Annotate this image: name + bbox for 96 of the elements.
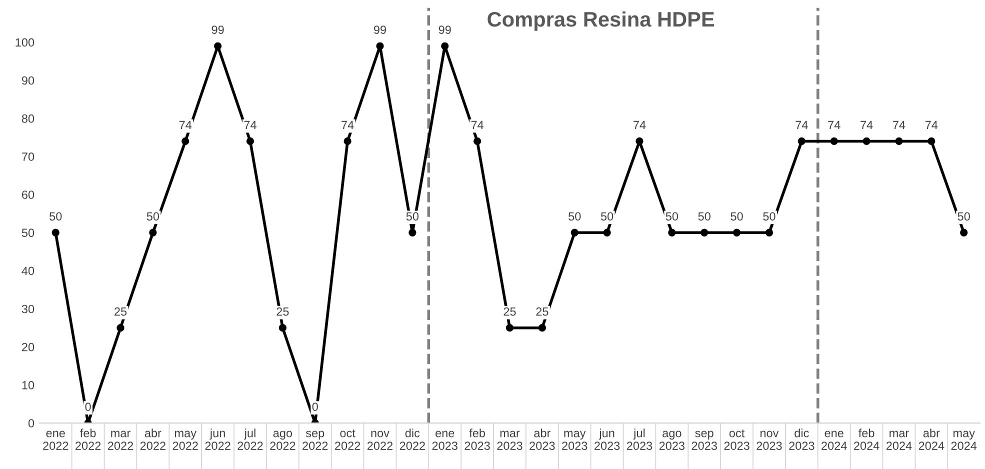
x-tick-label: ago 2022 xyxy=(270,430,296,450)
x-tick-label: jun 2023 xyxy=(594,428,620,450)
x-tick-label: jul 2023 xyxy=(626,428,652,450)
data-label: 50 xyxy=(763,212,776,221)
data-label: 74 xyxy=(342,120,354,130)
point xyxy=(344,137,352,146)
y-tick-label: 40 xyxy=(22,266,34,276)
data-label: 50 xyxy=(698,212,710,221)
y-tick-label: 70 xyxy=(22,152,34,161)
data-label: 74 xyxy=(893,120,906,130)
point xyxy=(473,137,482,146)
x-tick-label: oct 2023 xyxy=(724,430,750,450)
point xyxy=(765,228,774,236)
x-tick-label: nov 2022 xyxy=(367,430,393,450)
x-tick-label: dic 2022 xyxy=(400,428,425,450)
x-tick-label: may 2022 xyxy=(172,430,198,450)
data-label: 25 xyxy=(276,307,289,316)
data-label: 50 xyxy=(406,212,419,221)
point xyxy=(732,228,741,236)
data-label: 99 xyxy=(212,26,224,34)
x-tick-label: feb 2023 xyxy=(464,428,490,450)
point xyxy=(278,324,286,332)
data-label: 50 xyxy=(958,212,970,221)
x-tick-label: feb 2024 xyxy=(854,428,880,450)
x-tick-label: mar 2024 xyxy=(886,430,912,450)
point xyxy=(149,228,157,236)
data-label: 74 xyxy=(471,120,484,130)
point xyxy=(214,42,222,50)
data-label: 0 xyxy=(85,402,91,411)
y-tick-label: 0 xyxy=(28,419,34,428)
x-tick-label: abr 2023 xyxy=(530,428,555,450)
y-tick-label: 10 xyxy=(22,380,34,390)
point xyxy=(246,137,254,146)
data-label: 99 xyxy=(374,26,386,34)
data-label: 50 xyxy=(730,212,743,221)
y-tick-label: 90 xyxy=(22,76,34,85)
point xyxy=(408,228,416,236)
point xyxy=(376,42,384,50)
data-label: 25 xyxy=(504,307,516,316)
point xyxy=(928,137,936,146)
y-tick-label: 60 xyxy=(22,190,34,199)
data-label: 74 xyxy=(634,120,646,130)
point xyxy=(116,324,124,332)
x-tick-label: may 2023 xyxy=(562,430,588,450)
x-tick-label: ene 2022 xyxy=(43,430,68,450)
point xyxy=(862,137,870,146)
y-tick-label: 80 xyxy=(22,114,34,123)
x-tick-label: jun 2022 xyxy=(205,428,230,450)
data-label: 0 xyxy=(312,402,318,411)
chart-title: Compras Resina HDPE xyxy=(488,11,714,31)
data-label: 74 xyxy=(796,120,808,130)
data-label: 25 xyxy=(114,307,127,316)
point xyxy=(895,137,903,146)
point xyxy=(441,42,449,50)
x-tick-label: feb 2022 xyxy=(76,428,101,450)
data-label: 99 xyxy=(438,26,451,34)
x-tick-label: may 2024 xyxy=(951,430,977,450)
data-label: 50 xyxy=(146,212,160,221)
x-tick-label: ene 2024 xyxy=(822,430,847,450)
x-tick-label: abr 2022 xyxy=(140,428,166,450)
x-tick-label: mar 2022 xyxy=(108,430,134,450)
x-tick-label: sep 2022 xyxy=(302,430,328,450)
point xyxy=(668,228,676,236)
point xyxy=(700,228,708,236)
y-tick-label: 30 xyxy=(22,304,34,314)
x-tick-label: dic 2023 xyxy=(789,428,814,450)
y-tick-label: 20 xyxy=(22,342,34,352)
point xyxy=(798,137,806,146)
data-label: 50 xyxy=(568,212,581,221)
point xyxy=(52,228,60,236)
point xyxy=(182,137,190,146)
data-label: 74 xyxy=(244,120,256,130)
x-tick-label: sep 2023 xyxy=(692,430,717,450)
x-tick-label: jul 2022 xyxy=(238,428,263,450)
point xyxy=(538,324,546,332)
data-label: 50 xyxy=(50,212,62,221)
data-label: 74 xyxy=(925,120,938,130)
x-tick-label: ene 2023 xyxy=(432,430,458,450)
data-label: 74 xyxy=(179,120,192,130)
y-tick-label: 100 xyxy=(16,38,34,47)
x-tick-label: mar 2023 xyxy=(497,430,522,450)
data-label: 25 xyxy=(536,307,548,316)
x-tick-label: oct 2022 xyxy=(335,430,360,450)
x-tick-label: abr 2024 xyxy=(918,428,944,450)
data-label: 50 xyxy=(600,212,614,221)
point xyxy=(506,324,514,332)
point xyxy=(570,228,578,236)
data-label: 74 xyxy=(828,120,840,130)
data-label: 74 xyxy=(860,120,873,130)
point xyxy=(603,228,611,236)
x-tick-label: nov 2023 xyxy=(756,430,782,450)
point xyxy=(960,228,968,236)
x-tick-label: ago 2023 xyxy=(659,430,685,450)
y-tick-label: 50 xyxy=(22,228,34,238)
data-label: 50 xyxy=(666,212,678,221)
point xyxy=(830,137,838,146)
